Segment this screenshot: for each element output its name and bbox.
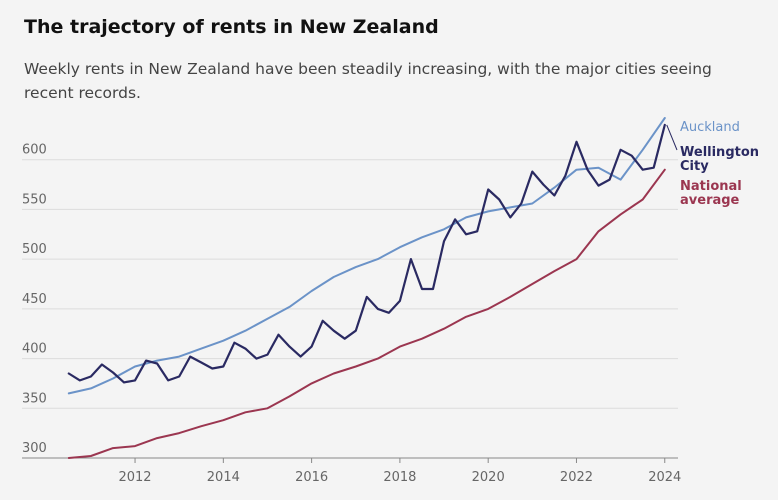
series-lines bbox=[67, 117, 666, 459]
series-line-wellington-city bbox=[67, 123, 666, 384]
gridlines bbox=[22, 159, 678, 459]
y-tick-label: 350 bbox=[22, 391, 47, 406]
y-tick-label: 400 bbox=[22, 342, 47, 357]
chart-title: The trajectory of rents in New Zealand bbox=[24, 16, 439, 38]
series-line-auckland bbox=[67, 117, 666, 395]
x-tick-label: 2020 bbox=[472, 470, 505, 485]
y-tick-label: 500 bbox=[22, 242, 47, 257]
y-axis-ticks: 300 350 400 450 500 550 600 bbox=[22, 143, 47, 456]
y-tick-label: 300 bbox=[22, 441, 47, 456]
x-tick-label: 2018 bbox=[383, 470, 416, 485]
series-line-national-average bbox=[67, 168, 666, 459]
series-labels: Auckland Wellington City National average bbox=[666, 120, 759, 208]
x-axis-ticks: 2012 2014 2016 2018 2020 2022 2024 bbox=[22, 457, 681, 485]
x-tick-label: 2012 bbox=[118, 470, 151, 485]
y-tick-label: 600 bbox=[22, 143, 47, 158]
y-tick-label: 450 bbox=[22, 292, 47, 307]
wellington-label-connector bbox=[666, 124, 678, 151]
x-tick-label: 2014 bbox=[207, 470, 240, 485]
y-tick-label: 550 bbox=[22, 192, 47, 207]
series-label-national-average: National average bbox=[680, 179, 742, 208]
x-tick-label: 2022 bbox=[560, 470, 593, 485]
series-label-wellington-city: Wellington City bbox=[680, 145, 759, 174]
x-tick-label: 2016 bbox=[295, 470, 328, 485]
x-tick-label: 2024 bbox=[648, 470, 681, 485]
chart-subtitle: Weekly rents in New Zealand have been st… bbox=[24, 60, 712, 102]
series-label-auckland: Auckland bbox=[680, 120, 740, 135]
